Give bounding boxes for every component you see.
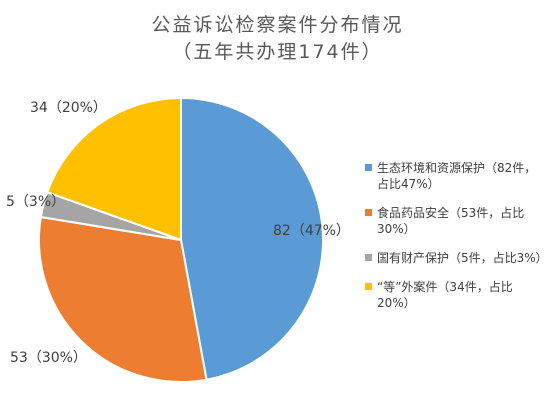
data-label-state-property: 5（3%） <box>6 194 65 210</box>
legend-item-other: “等”外案件（34件，占比20%） <box>365 279 545 311</box>
legend-text-state-property: 国有财产保护（5件，占比3%） <box>377 251 548 265</box>
pie-slice-ecology <box>180 96 324 381</box>
data-label-other: 34（20%） <box>30 100 107 116</box>
chart-legend: 生态环境和资源保护（82件，占比47%） 食品药品安全（53件，占比30%） 国… <box>365 160 548 324</box>
data-label-food-drug: 53（30%） <box>10 350 87 366</box>
pie-slice-food-drug <box>38 215 208 383</box>
pie-slice-other <box>45 96 182 242</box>
legend-item-ecology: 生态环境和资源保护（82件，占比47%） <box>365 160 545 192</box>
chart-subtitle: （五年共办理174件） <box>172 41 383 63</box>
data-label-ecology: 82（47%） <box>273 223 350 239</box>
legend-swatch-ecology <box>365 164 372 171</box>
legend-swatch-other <box>365 283 372 290</box>
legend-item-state-property: 国有财产保护（5件，占比3%） <box>365 250 548 266</box>
legend-swatch-food-drug <box>365 209 372 216</box>
legend-text-ecology: 生态环境和资源保护（82件，占比47%） <box>377 161 537 191</box>
chart-title: 公益诉讼检察案件分布情况 <box>151 14 404 36</box>
legend-text-food-drug: 食品药品安全（53件，占比30%） <box>377 206 525 236</box>
legend-text-other: “等”外案件（34件，占比20%） <box>377 280 513 310</box>
legend-item-food-drug: 食品药品安全（53件，占比30%） <box>365 205 545 237</box>
legend-swatch-state-property <box>365 254 372 261</box>
